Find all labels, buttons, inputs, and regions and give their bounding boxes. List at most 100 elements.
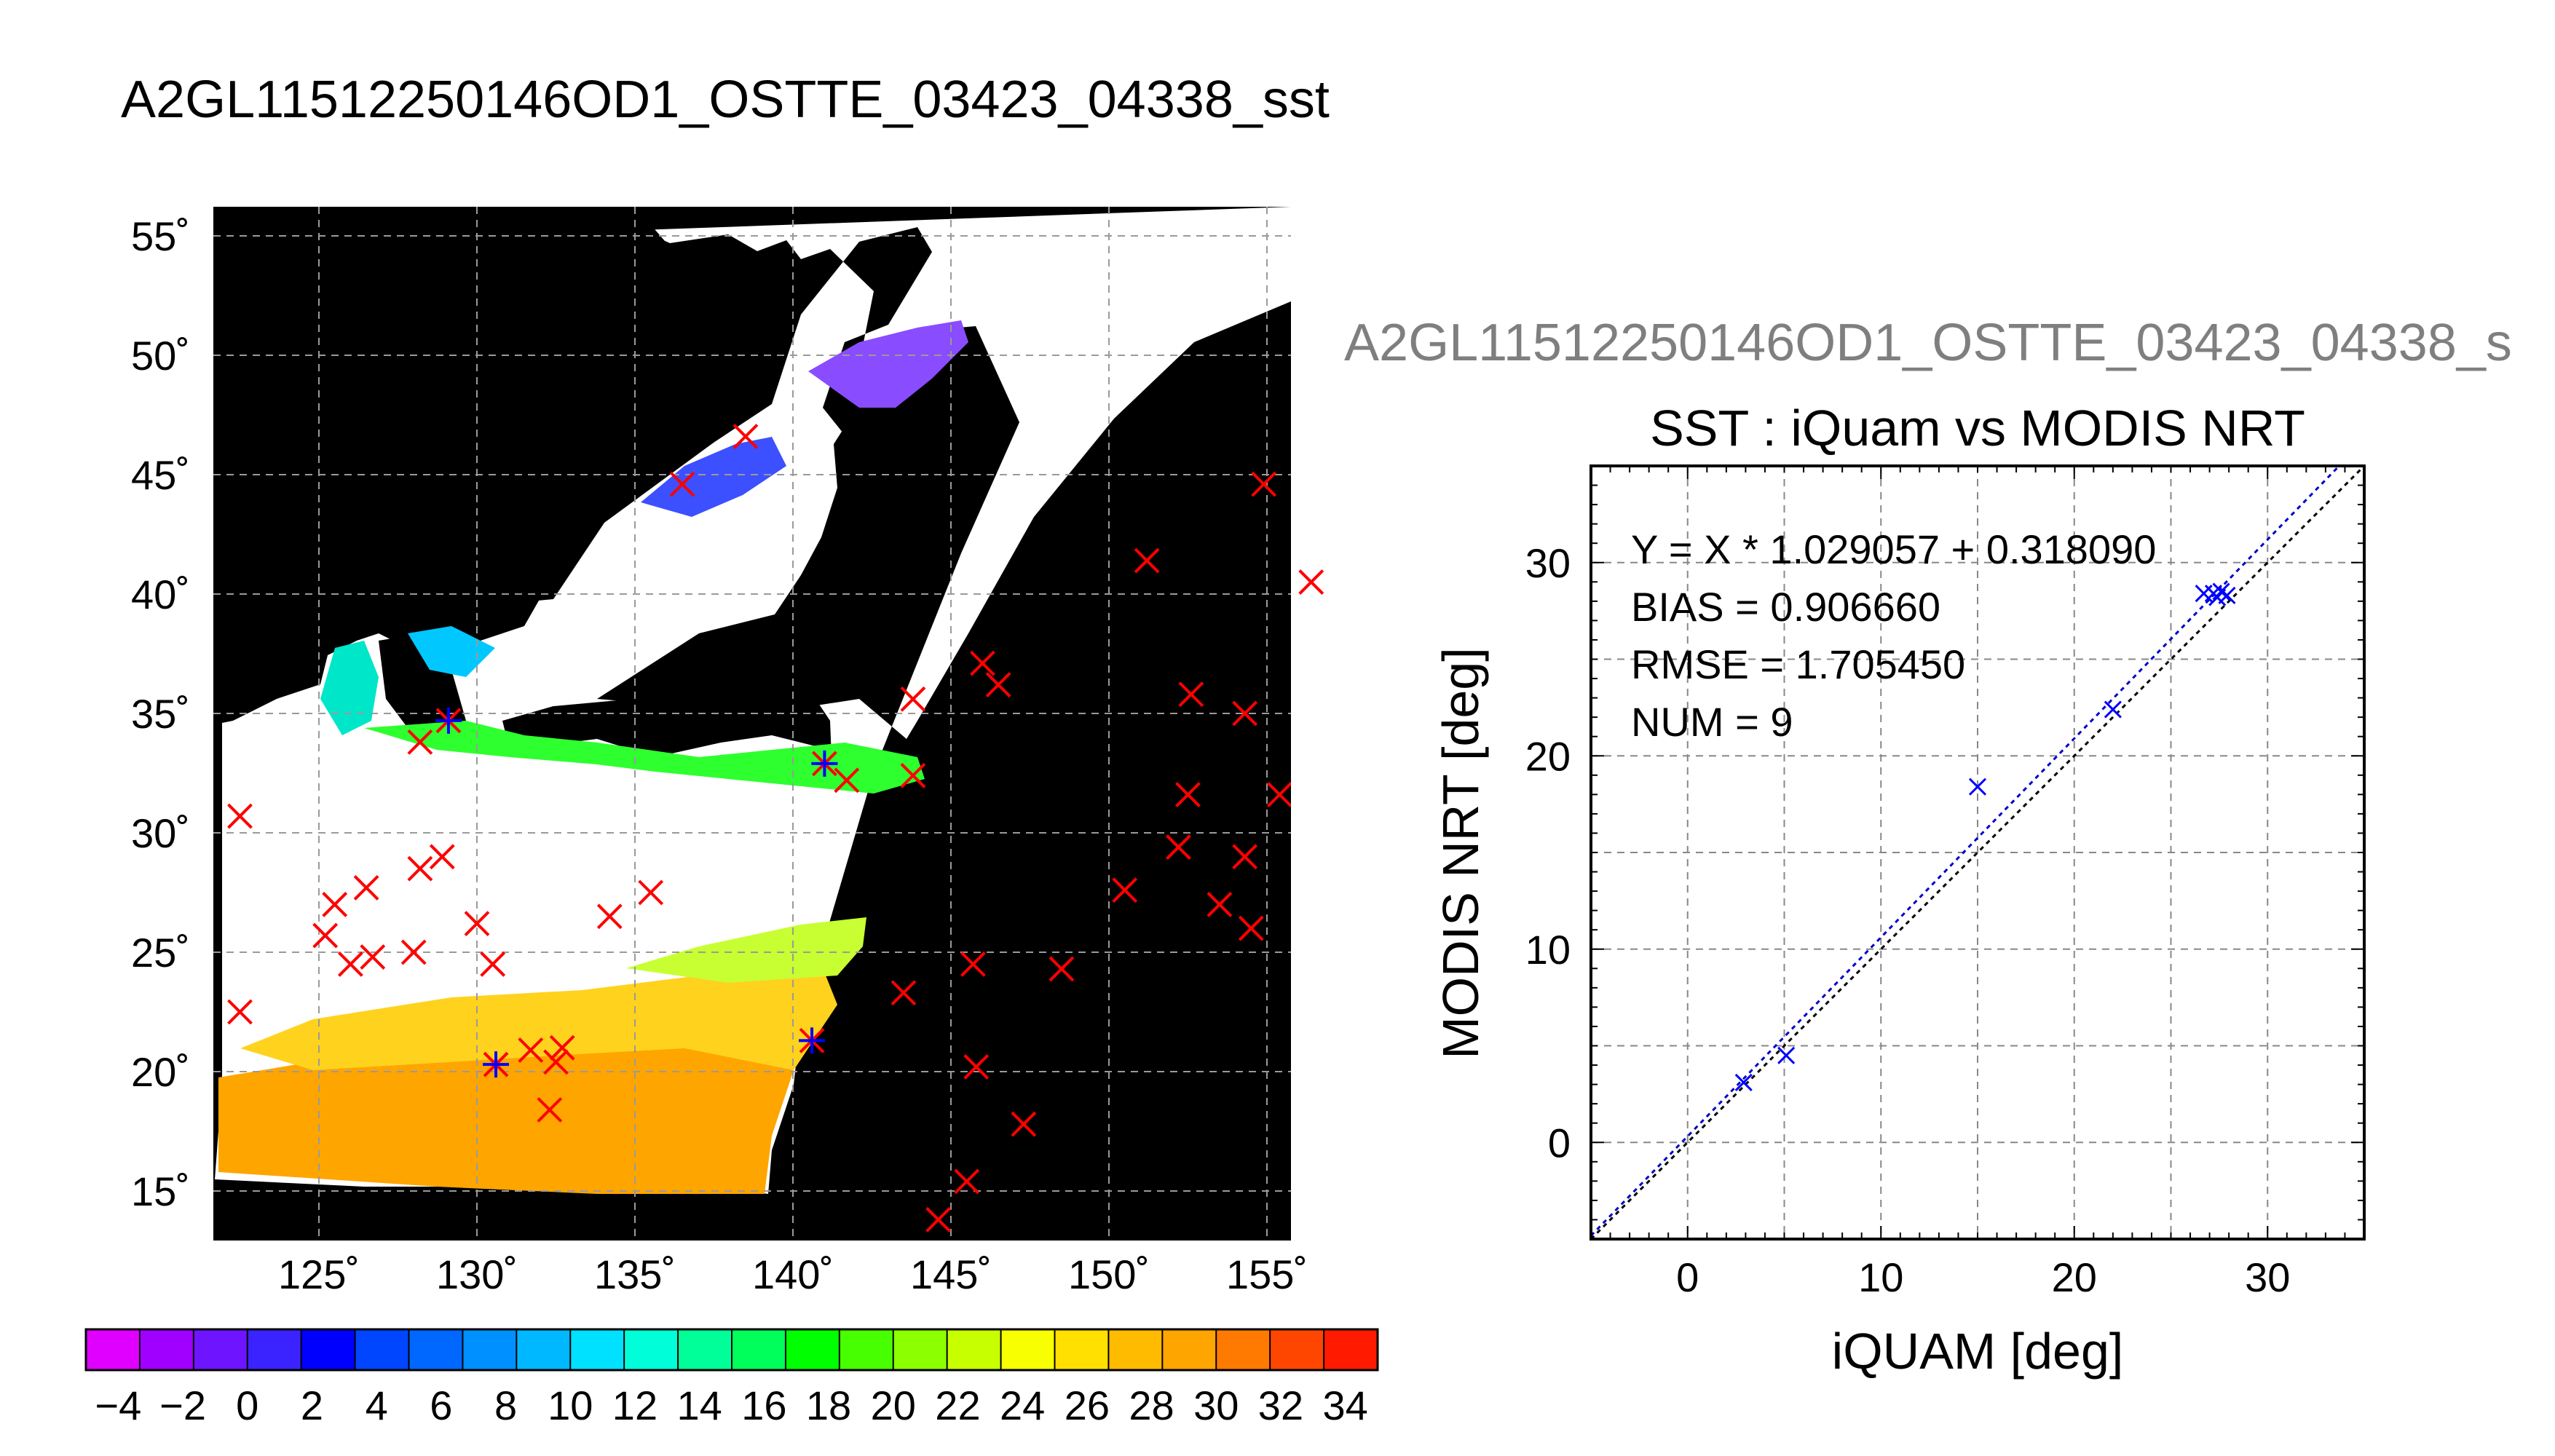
station-marker [596, 903, 623, 930]
station-marker [1238, 915, 1264, 941]
colorbar-tick-label: 20 [871, 1382, 916, 1428]
lon-label: 145˚ [910, 1251, 992, 1297]
station-marker [1134, 547, 1160, 574]
scatter-plot: SST : iQuam vs MODIS NRT 0 10 20 30 0 10 20 30… [1432, 400, 2366, 1380]
lon-label: 155˚ [1226, 1251, 1308, 1297]
lat-label: 15˚ [131, 1168, 190, 1214]
stat-equation: Y = X * 1.029057 + 0.318090 [1631, 526, 2156, 572]
station-marker [834, 767, 860, 794]
identity-line [1591, 466, 2364, 1239]
station-marker [549, 1034, 575, 1061]
station-marker-overlap [483, 1051, 510, 1078]
colorbar-tick-label: 8 [494, 1382, 517, 1428]
station-marker [925, 1206, 952, 1233]
station-marker [480, 951, 506, 977]
scatter-point [1968, 778, 1987, 796]
y-tick-label: 0 [1548, 1120, 1571, 1166]
lon-label: 140˚ [752, 1251, 834, 1297]
colorbar-swatch [139, 1329, 194, 1370]
station-marker [1166, 834, 1191, 860]
sst-yellow-band [240, 968, 837, 1070]
y-tick-label: 10 [1525, 927, 1571, 973]
station-marker [227, 803, 253, 829]
y-tick-label: 30 [1525, 540, 1571, 586]
colorbar-tick-label: 10 [548, 1382, 593, 1428]
station-marker [537, 1097, 563, 1123]
station-marker [337, 951, 363, 977]
colorbar-tick-label: 16 [741, 1382, 786, 1428]
station-marker [1175, 782, 1201, 807]
x-tick-label: 10 [1858, 1254, 1903, 1300]
station-marker [518, 1037, 544, 1063]
colorbar-swatch [732, 1329, 786, 1370]
scatter-xlabel: iQUAM [deg] [1832, 1323, 2124, 1380]
station-marker [1207, 891, 1233, 917]
sst-map: 55˚ 50˚ 45˚ 40˚ 35˚ 30˚ 25˚ 20˚ 15˚ 125˚ 130˚ 135˚… [131, 207, 1324, 1297]
station-marker [312, 922, 339, 949]
sst-teal-sea [408, 626, 495, 677]
colorbar-swatch [1270, 1329, 1324, 1370]
x-tick-label: 30 [2245, 1254, 2290, 1300]
station-marker [963, 1054, 990, 1080]
scatter-ytick-labels: 0 10 20 30 [1525, 540, 1571, 1166]
scatter-ylabel: MODIS NRT [deg] [1432, 647, 1489, 1059]
x-tick-label: 20 [2052, 1254, 2097, 1300]
station-marker [969, 650, 995, 676]
station-markers [227, 424, 1291, 1233]
station-marker [985, 672, 1011, 698]
lat-label: 30˚ [131, 810, 190, 856]
lat-label: 35˚ [131, 691, 190, 737]
lat-label: 20˚ [131, 1049, 190, 1095]
colorbar-tick-label: 0 [236, 1382, 258, 1428]
lon-label: 135˚ [594, 1251, 676, 1297]
station-marker [1251, 471, 1277, 497]
station-marker [960, 951, 986, 977]
colorbar-boxes [86, 1329, 1378, 1370]
colorbar-labels: −4 −2 0 2 4 6 8 10 12 14 16 18 20 22 24 26 28 30 32 34 [95, 1382, 1367, 1428]
colorbar-swatch [1054, 1329, 1109, 1370]
colorbar-swatch [1216, 1329, 1271, 1370]
colorbar-swatch [408, 1329, 463, 1370]
stat-rmse: RMSE = 1.705450 [1631, 641, 1965, 687]
colorbar-tick-label: 6 [430, 1382, 452, 1428]
station-marker [891, 980, 917, 1006]
scatter-point [1777, 1046, 1796, 1064]
stat-num: NUM = 9 [1631, 699, 1793, 745]
station-marker [1178, 681, 1204, 708]
colorbar-swatch [678, 1329, 732, 1370]
colorbar-swatch [355, 1329, 409, 1370]
sst-lime-band [626, 917, 866, 983]
colorbar-tick-label: 22 [935, 1382, 980, 1428]
station-marker [1011, 1111, 1037, 1137]
colorbar-tick-label: −4 [95, 1382, 141, 1428]
land-honshu [502, 404, 859, 757]
x-tick-label: 0 [1676, 1254, 1699, 1300]
lat-label: 45˚ [131, 452, 190, 498]
colorbar-swatch [570, 1329, 625, 1370]
colorbar-swatch [86, 1329, 141, 1370]
scatter-points [1734, 582, 2236, 1092]
sst-cyan-korea [320, 641, 379, 735]
colorbar-tick-label: 12 [612, 1382, 657, 1428]
station-marker [732, 424, 759, 449]
map-grid [213, 207, 1291, 1241]
land-korea [379, 633, 466, 735]
station-marker [1112, 877, 1138, 903]
colorbar-swatch [1108, 1329, 1163, 1370]
scatter-point [2218, 586, 2236, 604]
station-marker [1232, 844, 1258, 870]
colorbar-tick-label: −2 [159, 1382, 206, 1428]
station-marker [1266, 782, 1291, 807]
station-marker-overlap [811, 750, 838, 777]
colorbar-tick-label: 4 [366, 1382, 388, 1428]
lat-label: 55˚ [131, 213, 190, 259]
sst-purple-north [808, 320, 968, 408]
station-marker [429, 844, 455, 870]
sst-green-band [364, 721, 925, 794]
scatter-point [2104, 700, 2122, 719]
colorbar-swatch [247, 1329, 302, 1370]
colorbar-swatch [624, 1329, 679, 1370]
colorbar-swatch [1000, 1329, 1055, 1370]
station-marker [360, 944, 386, 970]
colorbar: −4 −2 0 2 4 6 8 10 12 14 16 18 20 22 24 26 28 30 32 34 [84, 1328, 1379, 1428]
